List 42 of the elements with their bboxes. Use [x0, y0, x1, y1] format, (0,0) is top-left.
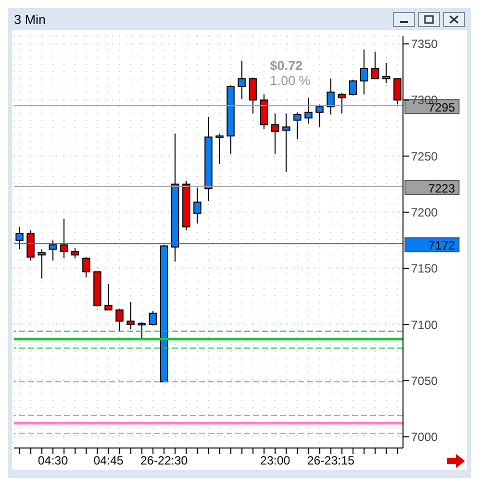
- candlestick: [193, 187, 202, 224]
- candlestick: [382, 62, 390, 84]
- candlestick: [371, 51, 380, 80]
- candlestick: [293, 112, 302, 140]
- y-tick-label: 7150: [411, 262, 438, 276]
- y-tick-label: 7000: [411, 430, 438, 444]
- candlestick: [238, 60, 246, 100]
- candlestick: [271, 112, 280, 154]
- annotation: $0.72: [270, 58, 304, 73]
- candlestick: [138, 322, 146, 340]
- y-tick-label: 7200: [411, 206, 438, 220]
- candlestick: [282, 112, 290, 172]
- y-tick-label: 7050: [411, 374, 438, 388]
- candlestick: [248, 77, 257, 114]
- candlestick: [104, 284, 112, 310]
- candlestick: [148, 310, 157, 326]
- candlestick: [82, 256, 90, 278]
- candlestick: [126, 302, 135, 330]
- y-tick-label: 7100: [411, 318, 438, 332]
- y-tick-label: 7250: [411, 149, 438, 164]
- candlestick: [304, 97, 312, 124]
- y-tick-label: 7350: [411, 37, 438, 52]
- candlestick: [38, 248, 46, 279]
- ref-line-label: 7172: [428, 238, 456, 253]
- candlestick: [326, 78, 335, 116]
- candlestick: [316, 104, 324, 128]
- x-tick-label: 26-23:15: [307, 454, 355, 468]
- candlestick: [116, 308, 124, 332]
- chart-title: 3 Min: [14, 12, 46, 26]
- x-tick-label: 04:45: [93, 454, 124, 468]
- candlestick: [338, 92, 346, 114]
- candlestick: [360, 48, 368, 95]
- candlestick: [348, 79, 357, 96]
- candlestick: [60, 218, 68, 259]
- candlestick: [26, 230, 35, 262]
- ref-line-label: 7223: [428, 181, 456, 196]
- x-tick-label: 04:30: [38, 454, 68, 468]
- annotation: 1.00 %: [270, 73, 310, 88]
- candlestick: [71, 248, 80, 259]
- x-tick-label: 23:00: [260, 454, 291, 468]
- x-tick-label: 26-22:30: [140, 454, 188, 468]
- candlestick: [216, 133, 224, 164]
